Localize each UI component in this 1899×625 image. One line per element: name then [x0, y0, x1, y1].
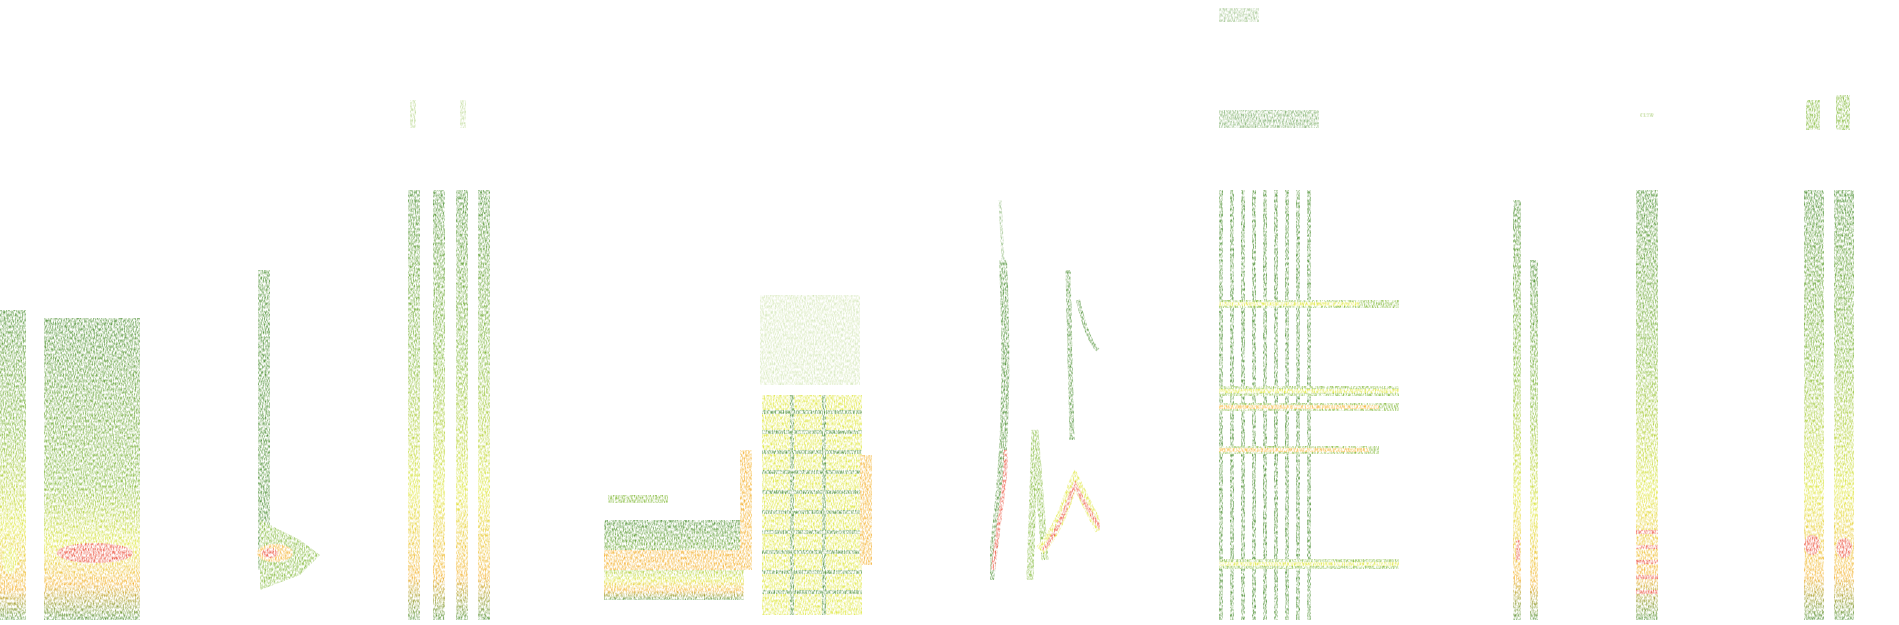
panel-frequency-sweeps	[986, 199, 1105, 581]
panel-short-call	[257, 270, 320, 590]
panel-thin-clicks	[1513, 200, 1538, 620]
panel-tonal-harmonics	[1219, 8, 1399, 620]
panel-noise-burst	[0, 310, 140, 620]
panel-repeated-pulses	[408, 100, 490, 620]
panel-broadband-trill	[1636, 113, 1658, 620]
panel-harmonic-stack	[604, 295, 872, 615]
panel-dual-columns	[1804, 95, 1854, 620]
